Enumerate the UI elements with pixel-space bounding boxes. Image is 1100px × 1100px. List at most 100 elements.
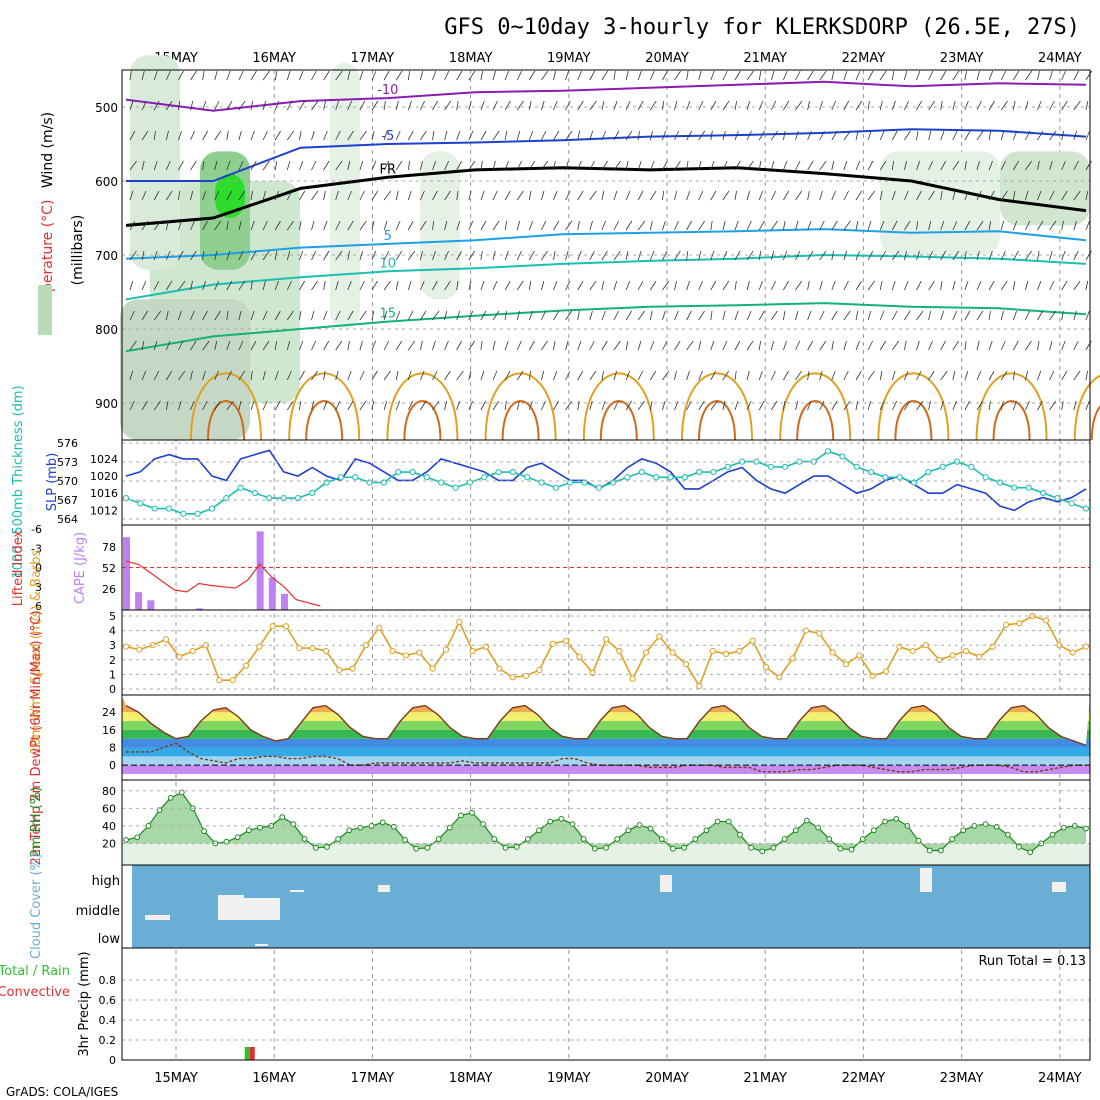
pressure-tick: 700	[95, 249, 118, 263]
wind-barb	[722, 340, 728, 351]
wind-barb	[153, 100, 160, 111]
series-2m-rh-point	[1004, 831, 1011, 838]
wind-barb	[1012, 310, 1017, 321]
slp-tick: 1024	[90, 453, 118, 466]
wind-barb	[553, 130, 560, 141]
wind-barb	[734, 100, 738, 111]
x-label-bottom: 16MAY	[252, 1071, 296, 1086]
wind-barb	[891, 70, 895, 81]
wind-barb	[359, 310, 367, 321]
series-2m-rh-point	[792, 827, 799, 834]
wind-barb	[141, 100, 147, 111]
wind-barb	[649, 220, 653, 231]
wind-barb	[1073, 130, 1078, 141]
wind-barb	[637, 160, 642, 171]
wind-barb	[383, 160, 390, 171]
wind-barb	[444, 190, 451, 201]
wind-barb	[855, 310, 859, 321]
wind-barb	[807, 340, 814, 351]
wind-barb	[456, 340, 462, 351]
wind-barb	[1049, 280, 1055, 291]
contour-label: 10	[380, 256, 397, 271]
wind-barb	[286, 190, 293, 201]
wind-barb	[504, 400, 507, 411]
wind-barb	[565, 310, 573, 321]
wind-barb	[565, 100, 571, 111]
wind-barb	[988, 190, 995, 201]
wind-barb	[274, 310, 281, 321]
series-2m-dewpoint	[126, 742, 1086, 773]
wind-barb	[928, 370, 935, 381]
series-2m-rh-point	[480, 821, 487, 828]
wind-barb	[311, 220, 315, 231]
wind-barb	[952, 220, 958, 231]
wind-barb	[783, 340, 788, 351]
wind-barb	[686, 310, 692, 321]
contour-20-dome	[190, 372, 262, 441]
wind-barb	[843, 100, 850, 111]
wind-barb	[286, 280, 292, 291]
wind-barb	[541, 220, 547, 231]
series-2m-rh-point	[714, 818, 721, 825]
wind-barb	[674, 190, 678, 201]
series-2m-rh-point	[926, 847, 933, 854]
series-2m-rh-point	[859, 836, 866, 842]
precip-bar-convective	[249, 1047, 255, 1060]
contour-15	[125, 302, 1087, 353]
wind-barb	[1073, 340, 1079, 351]
wind-barb	[504, 190, 511, 201]
wind-barb	[1012, 280, 1016, 291]
contour-20-dome	[877, 372, 950, 441]
wind-barb	[1025, 250, 1032, 261]
wind-barb	[795, 70, 801, 81]
series-thickness-point	[925, 468, 932, 476]
wind-barb	[746, 400, 752, 411]
series-2m-rh-point	[670, 845, 676, 852]
wind-barb	[468, 310, 474, 321]
wind-barb	[311, 310, 315, 321]
wind-barb	[843, 220, 851, 231]
wind-barb	[1085, 130, 1091, 141]
series-wind-speed-point	[536, 666, 543, 674]
wind-barb	[819, 280, 823, 291]
wind-barb	[480, 100, 485, 111]
wind-barb	[178, 130, 182, 141]
wind-barb	[420, 250, 423, 261]
wind-barb	[904, 400, 911, 411]
wind-barb	[129, 370, 133, 381]
pressure-tick: 800	[95, 323, 118, 337]
wind-barb	[976, 220, 984, 231]
wind-barb	[202, 310, 208, 321]
wind-barb	[274, 220, 281, 231]
wind-barb	[286, 250, 291, 261]
wind-barb	[153, 370, 160, 381]
wind-barb	[795, 280, 803, 291]
wind-barb	[904, 250, 907, 261]
wind-barb	[891, 280, 896, 291]
wind-barb	[286, 130, 294, 141]
wind-barb	[553, 280, 558, 291]
wind-barb	[698, 400, 705, 411]
wind-barb	[952, 400, 958, 411]
precip-bar-total	[244, 1047, 250, 1060]
ylabel-precip: 3hr Precip (mm)	[77, 951, 92, 1056]
wind-barb	[722, 70, 728, 81]
wind-barb	[516, 70, 523, 81]
wind-barb	[480, 340, 483, 351]
temp-band	[122, 756, 1090, 766]
wind-barb	[541, 160, 549, 171]
wind-barb	[335, 70, 343, 81]
wind-barb	[1025, 370, 1029, 381]
wind-barb	[589, 100, 597, 111]
series-thickness-point	[223, 495, 230, 502]
wind-barb	[698, 310, 705, 321]
wind-barb	[952, 100, 956, 111]
wind-barb	[867, 400, 872, 411]
wind-barb	[178, 400, 182, 411]
series-wind-speed-point	[389, 647, 396, 655]
wind-barb	[528, 340, 535, 351]
wind-barb	[250, 250, 257, 261]
wind-barb	[420, 130, 427, 141]
wind-barb	[299, 130, 302, 141]
wind-barb	[565, 190, 571, 201]
